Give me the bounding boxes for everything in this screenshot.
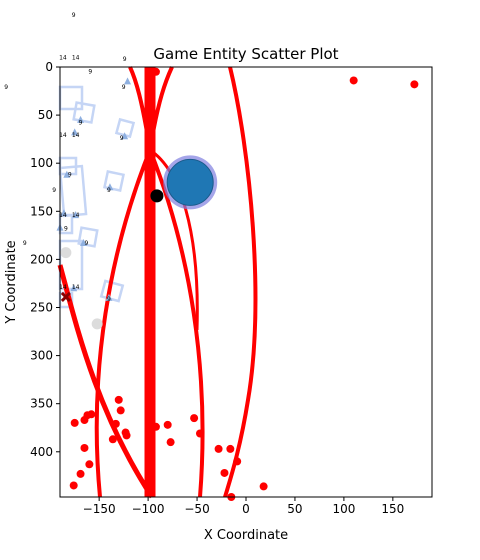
triangle-point <box>121 132 129 140</box>
red-point <box>70 418 79 427</box>
overlay-shapes <box>58 85 136 309</box>
triangle-point <box>105 293 113 301</box>
path-curve <box>94 149 152 498</box>
red-point <box>111 419 120 428</box>
triangle-point <box>79 239 87 247</box>
red-point <box>85 460 94 469</box>
y-tick-label: 400 <box>30 445 53 459</box>
annotation-label: 14 <box>72 212 80 219</box>
triangle-point <box>63 170 71 178</box>
path-curve <box>149 148 199 331</box>
red-point <box>116 406 125 415</box>
x-marker <box>60 291 71 302</box>
black-point <box>150 189 164 203</box>
chart-title: Game Entity Scatter Plot <box>153 45 338 63</box>
y-tick-label: 0 <box>45 60 53 74</box>
x-tick-label: 100 <box>332 502 355 516</box>
annotation-label: 9 <box>107 296 111 303</box>
annotation-label: 9 <box>64 226 68 233</box>
y-tick-label: 200 <box>30 252 53 266</box>
annotation-label: 14 <box>72 284 80 291</box>
red-point <box>233 457 242 466</box>
triangle-point <box>106 183 114 191</box>
red-point <box>220 468 229 477</box>
y-tick-label: 350 <box>30 397 53 411</box>
annotation-label: 9 <box>107 187 111 194</box>
sprite-box <box>58 85 84 111</box>
x-tick-label: 50 <box>287 502 302 516</box>
red-point <box>76 469 85 478</box>
annotation-label: 9 <box>79 120 83 127</box>
annotation-label: 9 <box>68 172 72 179</box>
red-point <box>163 420 172 429</box>
y-tick-label: 50 <box>38 108 53 122</box>
sprite-box <box>77 226 99 248</box>
x-tick-label: 0 <box>242 502 250 516</box>
x-tick-label: −100 <box>132 502 165 516</box>
path-curve <box>128 66 152 151</box>
red-point <box>226 444 235 453</box>
y-tick-label: 100 <box>30 156 53 170</box>
annotation-label: 14 <box>59 132 67 139</box>
data-markers <box>56 67 419 501</box>
annotation-label: 9 <box>85 240 89 247</box>
red-point <box>87 410 96 419</box>
gray-point <box>60 247 72 259</box>
red-point <box>114 395 123 404</box>
annotation-label: 9 <box>4 84 8 91</box>
y-tick-label: 150 <box>30 204 53 218</box>
red-point <box>410 80 419 89</box>
red-point <box>190 414 199 423</box>
axes: −150 −100 −50 0 50 100 150 0 50 100 150 200 250 300 35… <box>30 60 433 516</box>
annotation-label: 9 <box>120 135 124 142</box>
triangle-point <box>71 128 79 136</box>
x-axis-label: X Coordinate <box>204 528 288 543</box>
red-point <box>349 76 358 85</box>
triangle-point <box>77 115 85 123</box>
annotations: 9 14 14 9 9 9 9 9 14 14 9 9 9 9 14 14 9 9 9 14 14 9 <box>4 12 126 303</box>
red-point <box>214 444 223 453</box>
triangle-point <box>72 211 80 219</box>
annotation-label: 14 <box>59 284 67 291</box>
red-point <box>122 431 131 440</box>
path-curve <box>57 264 155 499</box>
red-point <box>195 429 204 438</box>
red-point <box>69 481 78 490</box>
path-curve <box>148 66 174 151</box>
red-point <box>151 67 160 76</box>
sprite-box <box>114 117 136 139</box>
y-axis-label: Y Coordinate <box>4 240 19 324</box>
x-tick-label: 150 <box>381 502 404 516</box>
path-curves <box>57 66 258 499</box>
annotation-label: 9 <box>72 12 76 19</box>
annotation-label: 14 <box>59 212 67 219</box>
annotation-label: 9 <box>23 240 27 247</box>
annotation-label: 14 <box>72 54 80 61</box>
annotation-label: 14 <box>59 54 67 61</box>
y-tick-label: 250 <box>30 300 53 314</box>
annotation-label: 9 <box>88 69 92 76</box>
red-point <box>108 435 117 444</box>
red-point <box>151 422 160 431</box>
sprite-box <box>72 101 96 124</box>
annotation-label: 9 <box>52 187 56 194</box>
red-point <box>80 443 89 452</box>
x-tick-label: −150 <box>83 502 116 516</box>
red-point <box>259 482 268 491</box>
red-point <box>166 438 175 447</box>
x-tick-label: −50 <box>184 502 209 516</box>
triangle-point <box>60 209 68 217</box>
y-tick-label: 300 <box>30 349 53 363</box>
triangle-point <box>70 284 78 292</box>
annotation-label: 9 <box>123 56 127 63</box>
annotation-label: 14 <box>72 132 80 139</box>
blue-circle <box>166 158 214 206</box>
annotation-label: 9 <box>122 84 126 91</box>
triangle-point <box>124 77 132 85</box>
path-curve <box>223 66 258 498</box>
gray-point <box>91 318 103 330</box>
